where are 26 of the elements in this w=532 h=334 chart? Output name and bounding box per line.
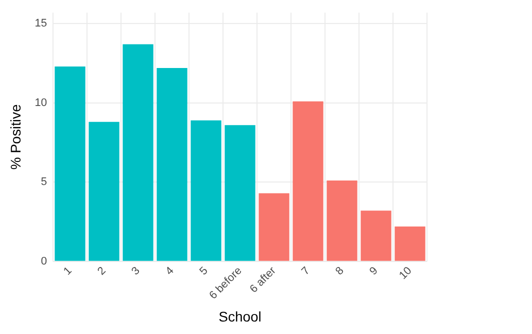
x-tick-label: 7 bbox=[299, 264, 312, 278]
bar bbox=[258, 193, 290, 261]
x-tick-label: 4 bbox=[163, 264, 176, 278]
y-axis-title: % Positive bbox=[7, 104, 24, 170]
bar bbox=[326, 180, 358, 261]
bar bbox=[292, 101, 324, 261]
bar bbox=[156, 68, 188, 261]
x-tick-label: 5 bbox=[197, 264, 210, 278]
x-tick-label: 2 bbox=[95, 264, 108, 278]
x-tick-label: 8 bbox=[333, 264, 346, 278]
x-tick-label: 3 bbox=[129, 264, 142, 278]
x-tick-label: 9 bbox=[367, 264, 380, 278]
y-tick-label: 5 bbox=[40, 176, 48, 188]
y-tick-label: 15 bbox=[34, 18, 48, 30]
x-tick-label: 1 bbox=[61, 264, 74, 278]
x-tick-label: 10 bbox=[397, 264, 414, 282]
y-tick-label: 0 bbox=[40, 255, 48, 268]
bar bbox=[360, 210, 392, 261]
bar bbox=[54, 66, 86, 261]
bar bbox=[190, 120, 222, 261]
x-axis-title: School bbox=[218, 308, 262, 324]
bar bbox=[88, 122, 120, 261]
bar bbox=[224, 125, 256, 261]
bar bbox=[394, 226, 426, 261]
y-tick-label: 10 bbox=[34, 96, 48, 109]
bar bbox=[122, 44, 154, 261]
